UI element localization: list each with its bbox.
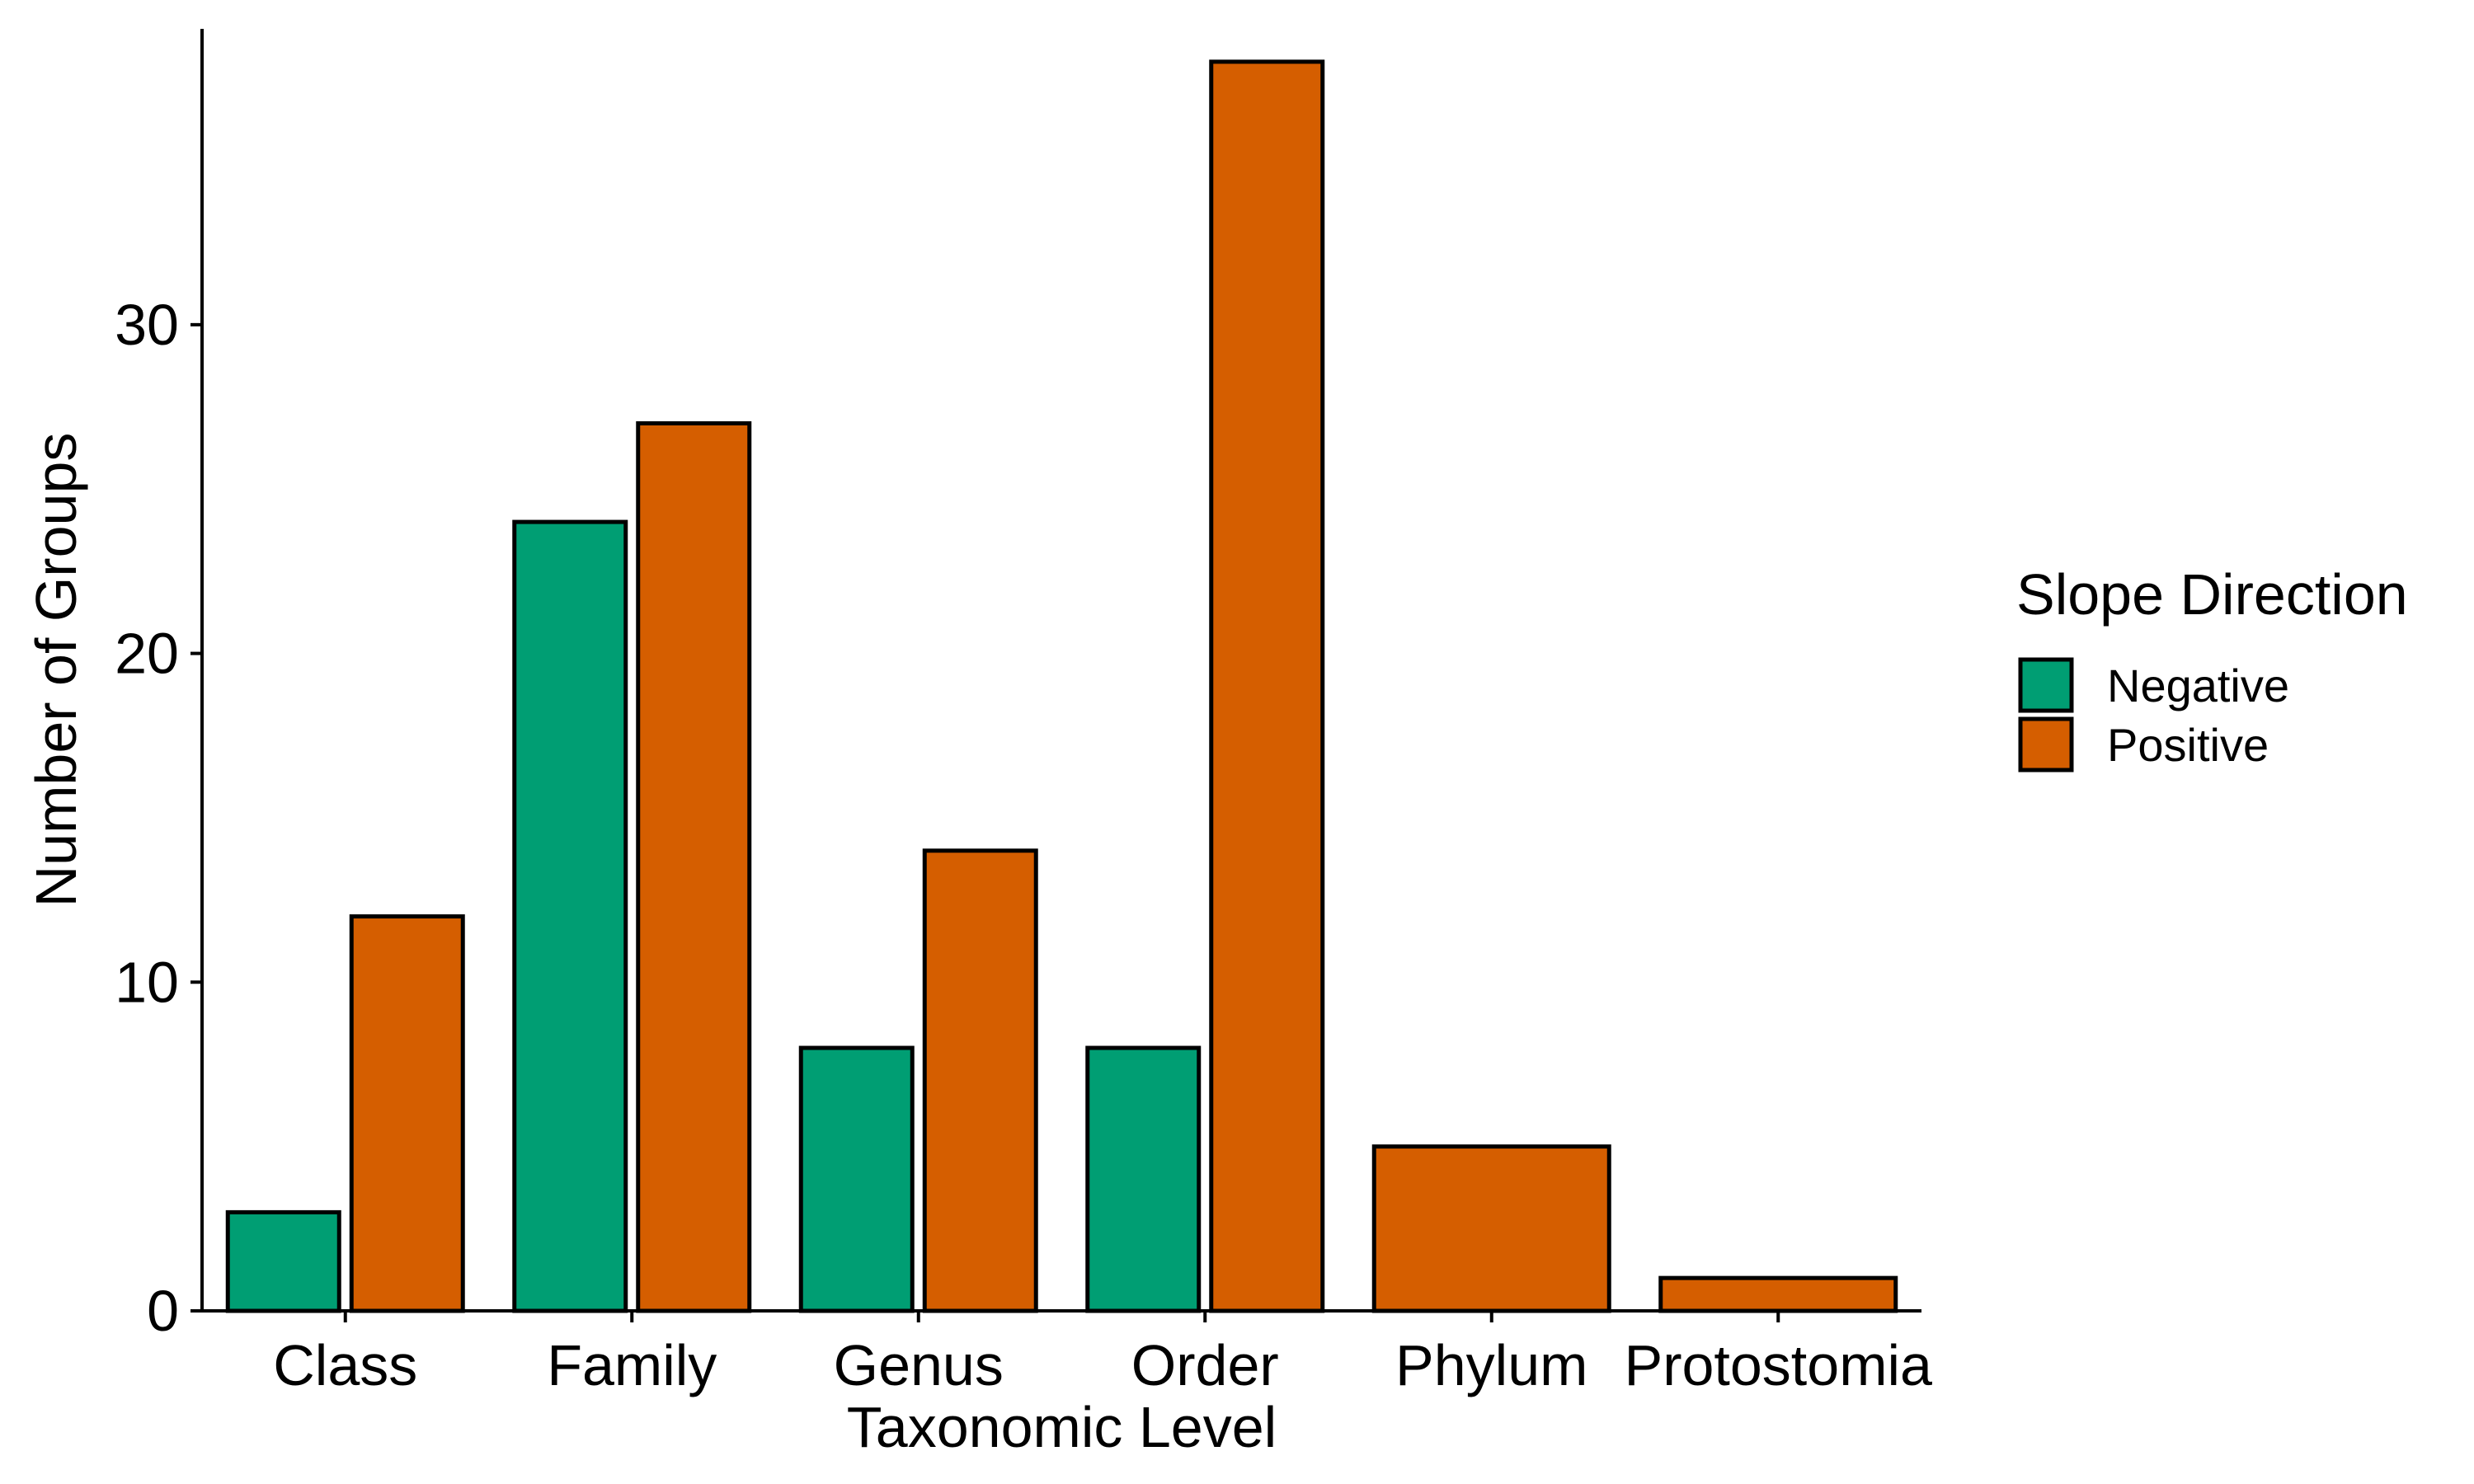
- x-tick-label: Protostomia: [1625, 1333, 1933, 1397]
- bar-genus-negative: [798, 1045, 915, 1313]
- legend: Slope Direction Negative Positive: [2016, 562, 2408, 773]
- x-tick-label: Phylum: [1395, 1333, 1587, 1397]
- legend-label-negative: Negative: [2107, 660, 2289, 711]
- legend-label-positive: Positive: [2107, 719, 2269, 771]
- y-tick-label: 10: [115, 950, 179, 1014]
- x-tick-label: Family: [547, 1333, 717, 1397]
- x-axis-title: Taxonomic Level: [847, 1395, 1277, 1459]
- bar-genus-positive: [922, 848, 1038, 1313]
- bar-order-negative: [1085, 1045, 1202, 1313]
- bar-family-positive: [636, 420, 752, 1313]
- y-tick-label: 0: [147, 1279, 179, 1343]
- legend-swatch-positive: [2018, 716, 2074, 773]
- x-ticks: Class Family Genus Order Phylum Protostomia: [273, 1311, 1932, 1397]
- legend-items: Negative Positive: [2018, 657, 2289, 773]
- y-ticks: 0 10 20 30: [115, 293, 202, 1343]
- axes-layer: [200, 29, 1921, 1313]
- legend-swatch-negative: [2018, 657, 2074, 713]
- x-tick-label: Order: [1131, 1333, 1279, 1397]
- y-tick-label: 30: [115, 293, 179, 357]
- x-tick-label: Genus: [834, 1333, 1004, 1397]
- legend-title: Slope Direction: [2016, 562, 2408, 627]
- bar-family-negative: [512, 519, 628, 1313]
- y-tick-label: 20: [115, 622, 179, 686]
- bars-layer: [225, 59, 1898, 1313]
- bar-phylum-positive: [1371, 1144, 1611, 1313]
- bar-protostomia-positive: [1658, 1275, 1898, 1313]
- bar-class-positive: [349, 914, 465, 1313]
- x-tick-label: Class: [273, 1333, 417, 1397]
- bar-class-negative: [225, 1209, 341, 1313]
- y-axis-title: Number of Groups: [24, 433, 88, 908]
- bar-order-positive: [1209, 59, 1325, 1313]
